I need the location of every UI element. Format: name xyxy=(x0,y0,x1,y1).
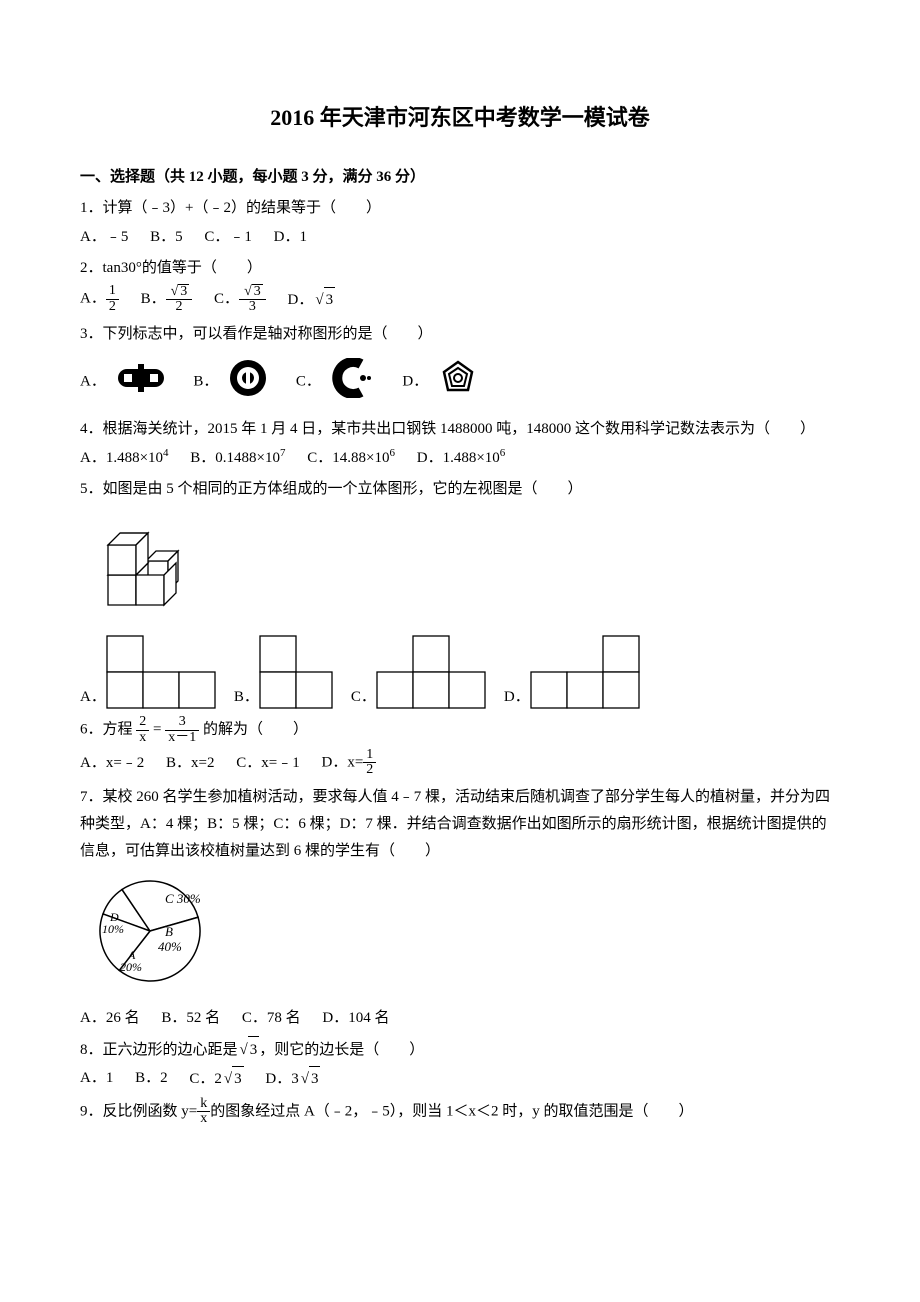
q4-opt-b: B．0.1488×107 xyxy=(190,445,285,470)
q7-opt-b: B．52 名 xyxy=(161,1006,220,1030)
q5-opt-d: D． xyxy=(504,635,640,709)
q2-stem: 2．tan30°的值等于（ ） xyxy=(80,260,262,276)
q6-opt-b: B．x=2 xyxy=(166,751,214,775)
svg-text:20%: 20% xyxy=(120,960,142,974)
q2-opt-b: B．32 xyxy=(141,284,193,315)
cube-composite-icon xyxy=(80,511,210,621)
logo-d-icon xyxy=(438,358,478,406)
q2-opt-c: C．33 xyxy=(214,284,266,315)
question-4: 4．根据海关统计，2015 年 1 月 4 日，某市共出口钢铁 1488000 … xyxy=(80,416,840,443)
q9-frac: kx xyxy=(197,1097,210,1127)
q5-opt-a: A． xyxy=(80,635,216,709)
q8-opt-d: D．33 xyxy=(265,1066,320,1091)
q1-opt-a: A．﹣5 xyxy=(80,225,128,249)
q6-options: A．x=﹣2 B．x=2 C．x=﹣1 D．x=12 xyxy=(80,748,840,778)
q5-opt-b: B． xyxy=(234,635,333,709)
q2-opt-a: A．12 xyxy=(80,284,119,314)
q5-shape-b-icon xyxy=(259,635,333,709)
q7-stem: 7．某校 260 名学生参加植树活动，要求每人值 4﹣7 棵，活动结束后随机调查… xyxy=(80,789,830,859)
q5-options: A．B．C．D． xyxy=(80,635,840,709)
q6-opt-c: C．x=﹣1 xyxy=(236,751,299,775)
q1-opt-c: C．﹣1 xyxy=(204,225,252,249)
q5-stem: 5．如图是由 5 个相同的正方体组成的一个立体图形，它的左视图是（ ） xyxy=(80,481,583,497)
q5-shape-d-icon xyxy=(530,635,640,709)
q1-opt-d: D．1 xyxy=(274,225,307,249)
q5-figure xyxy=(80,511,840,629)
question-2: 2．tan30°的值等于（ ） xyxy=(80,255,840,282)
q3-opt-a: A． xyxy=(80,361,172,403)
q3-opt-b: B． xyxy=(193,358,274,406)
question-7: 7．某校 260 名学生参加植树活动，要求每人值 4﹣7 棵，活动结束后随机调查… xyxy=(80,784,840,865)
q5-shape-a-icon xyxy=(106,635,216,709)
question-5: 5．如图是由 5 个相同的正方体组成的一个立体图形，它的左视图是（ ） xyxy=(80,476,840,503)
q4-opt-a: A．1.488×104 xyxy=(80,445,169,470)
q4-options: A．1.488×104 B．0.1488×107 C．14.88×106 D．1… xyxy=(80,445,840,470)
q3-opt-d: D． xyxy=(402,358,484,406)
q1-options: A．﹣5 B．5 C．﹣1 D．1 xyxy=(80,224,840,249)
q7-pie-chart: C 30%D10%A20%B40% xyxy=(80,871,840,999)
q7-opt-d: D．104 名 xyxy=(322,1006,389,1030)
q1-stem: 1．计算（﹣3）+（﹣2）的结果等于（ ） xyxy=(80,200,381,216)
q7-options: A．26 名 B．52 名 C．78 名 D．104 名 xyxy=(80,1005,840,1030)
q9-stem-pre: 9．反比例函数 y= xyxy=(80,1103,197,1119)
q8-sqrt: 3 xyxy=(238,1036,260,1064)
q2-opt-d: D．3 xyxy=(288,287,336,312)
section-heading: 一、选择题（共 12 小题，每小题 3 分，满分 36 分） xyxy=(80,165,840,189)
q5-opt-c: C． xyxy=(351,635,486,709)
q6-opt-d: D．x=12 xyxy=(321,748,376,778)
q7-opt-c: C．78 名 xyxy=(242,1006,301,1030)
svg-text:C 30%: C 30% xyxy=(165,891,201,906)
logo-a-icon xyxy=(116,361,166,403)
logo-b-icon xyxy=(228,358,268,406)
q6-stem-pre: 6．方程 xyxy=(80,722,133,738)
q6-frac-right: 3x－1 xyxy=(165,715,199,745)
svg-text:10%: 10% xyxy=(102,922,124,936)
q8-stem-post: ，则它的边长是（ ） xyxy=(259,1042,424,1058)
q1-opt-b: B．5 xyxy=(150,225,183,249)
question-6: 6．方程 2x = 3x－1 的解为（ ） xyxy=(80,715,840,745)
q2-options: A．12 B．32 C．33 D．3 xyxy=(80,284,840,315)
q4-stem: 4．根据海关统计，2015 年 1 月 4 日，某市共出口钢铁 1488000 … xyxy=(80,421,815,437)
page-title: 2016 年天津市河东区中考数学一模试卷 xyxy=(80,100,840,135)
svg-text:40%: 40% xyxy=(158,939,182,954)
q8-stem-pre: 8．正六边形的边心距是 xyxy=(80,1042,238,1058)
q3-opt-c: C． xyxy=(296,358,381,406)
logo-c-icon xyxy=(331,358,375,406)
q8-opt-c: C．23 xyxy=(189,1066,243,1091)
q6-opt-a: A．x=﹣2 xyxy=(80,751,144,775)
q9-stem-mid: 的图象经过点 A（﹣2，﹣5），则当 1＜x＜2 时，y 的取值范围是（ ） xyxy=(210,1103,693,1119)
q4-opt-d: D．1.488×106 xyxy=(417,445,506,470)
q8-opt-a: A．1 xyxy=(80,1066,113,1090)
svg-text:B: B xyxy=(165,924,173,939)
q8-options: A．1 B．2 C．23 D．33 xyxy=(80,1066,840,1091)
q5-shape-c-icon xyxy=(376,635,486,709)
q3-stem: 3．下列标志中，可以看作是轴对称图形的是（ ） xyxy=(80,326,433,342)
question-8: 8．正六边形的边心距是3，则它的边长是（ ） xyxy=(80,1036,840,1064)
q6-stem-post: 的解为（ ） xyxy=(203,722,308,738)
q3-options: A． B． C． D． xyxy=(80,358,840,406)
q6-frac-left: 2x xyxy=(136,715,149,745)
question-9: 9．反比例函数 y=kx的图象经过点 A（﹣2，﹣5），则当 1＜x＜2 时，y… xyxy=(80,1097,840,1127)
q8-opt-b: B．2 xyxy=(135,1066,168,1090)
question-1: 1．计算（﹣3）+（﹣2）的结果等于（ ） xyxy=(80,195,840,222)
pie-chart-icon: C 30%D10%A20%B40% xyxy=(80,871,230,991)
q4-opt-c: C．14.88×106 xyxy=(307,445,395,470)
question-3: 3．下列标志中，可以看作是轴对称图形的是（ ） xyxy=(80,321,840,348)
q7-opt-a: A．26 名 xyxy=(80,1006,140,1030)
